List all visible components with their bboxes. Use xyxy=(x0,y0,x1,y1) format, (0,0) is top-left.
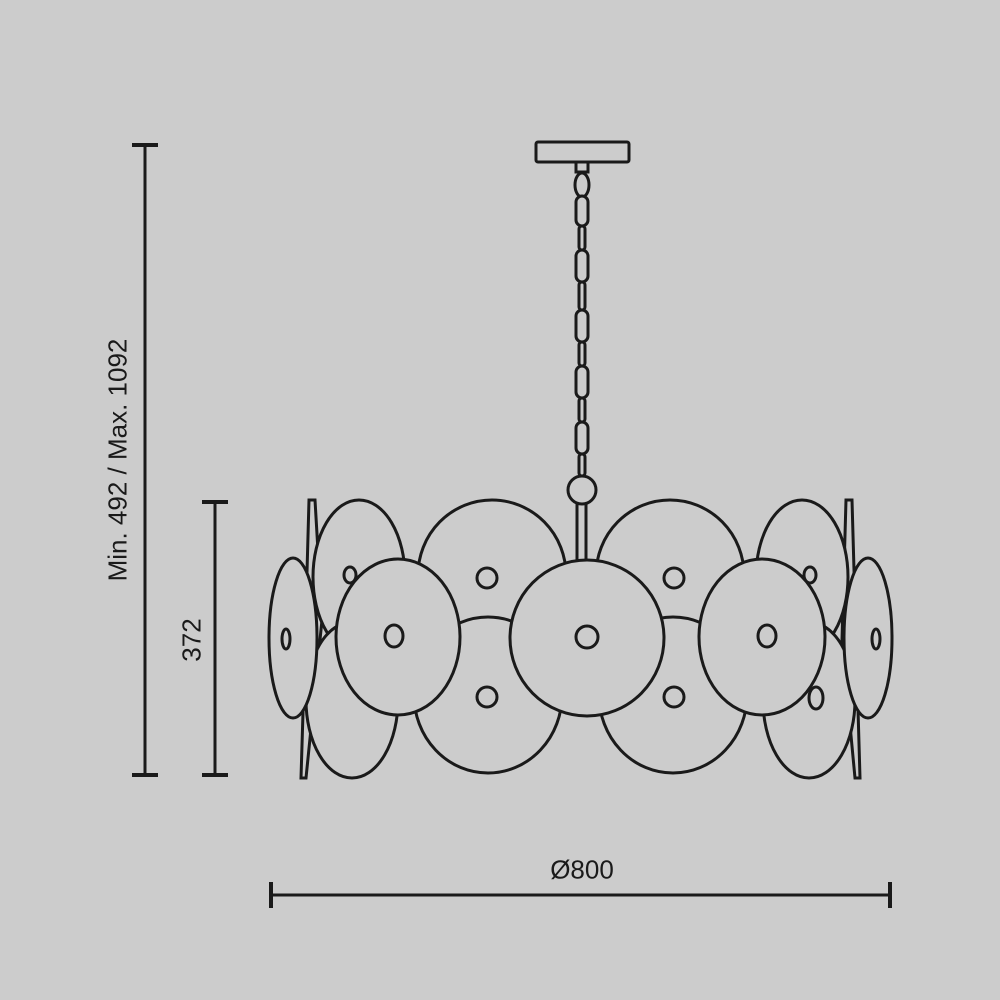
overall-height-dimension-line xyxy=(132,143,158,777)
ceiling-canopy xyxy=(534,140,631,164)
body-height-label: 372 xyxy=(176,618,207,662)
diameter-label: Ø800 xyxy=(550,854,614,885)
chain xyxy=(573,171,591,478)
canopy-stem xyxy=(574,160,590,174)
center-rod xyxy=(575,501,588,565)
ball-joint xyxy=(566,474,598,506)
overall-height-label: Min. 492 / Max. 1092 xyxy=(102,338,133,582)
front-discs xyxy=(267,556,894,720)
diameter-dimension-line xyxy=(269,882,892,908)
body-height-dimension-line xyxy=(202,500,228,777)
